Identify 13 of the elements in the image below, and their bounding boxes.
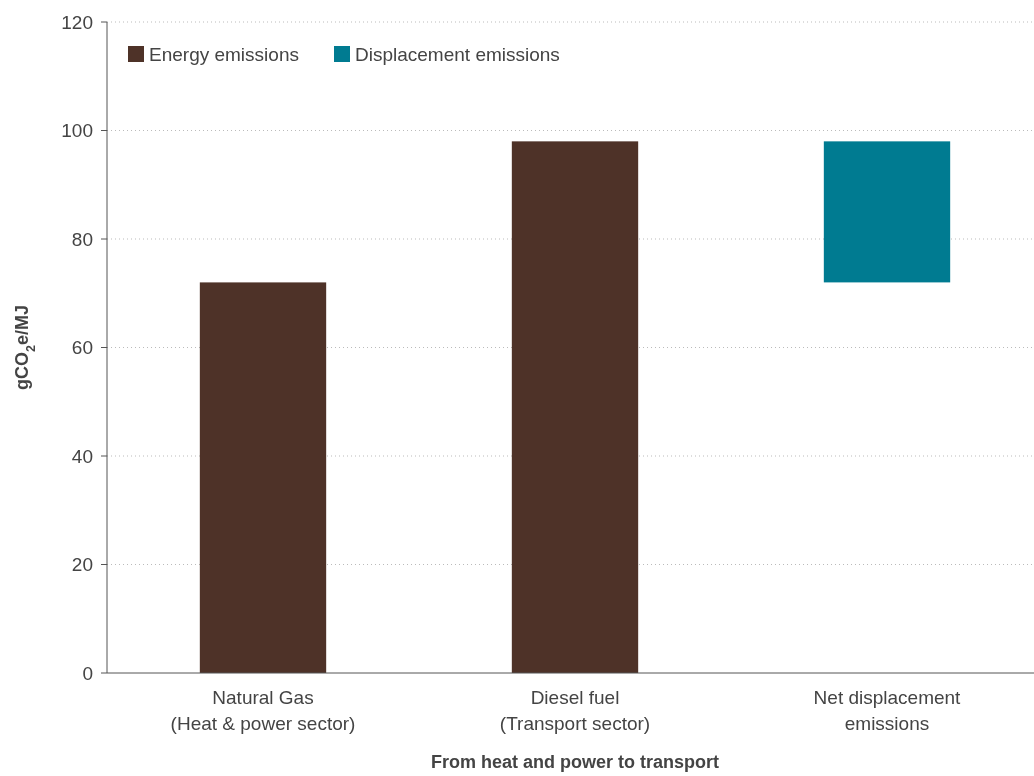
x-tick-label: Diesel fuel (Transport sector) — [499, 687, 651, 734]
x-tick-label: Net displacement emissions — [813, 687, 962, 734]
x-axis-title: From heat and power to transport — [430, 752, 720, 772]
legend-label: Displacement emissions — [355, 43, 560, 65]
y-tick-label: 80 — [71, 228, 93, 250]
y-tick-label: 0 — [82, 662, 93, 684]
y-tick-label: 100 — [61, 120, 93, 142]
y-tick-label: 120 — [61, 11, 93, 33]
y-tick-label: 40 — [71, 445, 93, 467]
y-tick-label: 60 — [71, 337, 93, 359]
legend-label: Energy emissions — [149, 43, 299, 65]
y-tick-label: 20 — [71, 554, 93, 576]
x-tick-label: Natural Gas (Heat & power sector) — [170, 687, 356, 734]
